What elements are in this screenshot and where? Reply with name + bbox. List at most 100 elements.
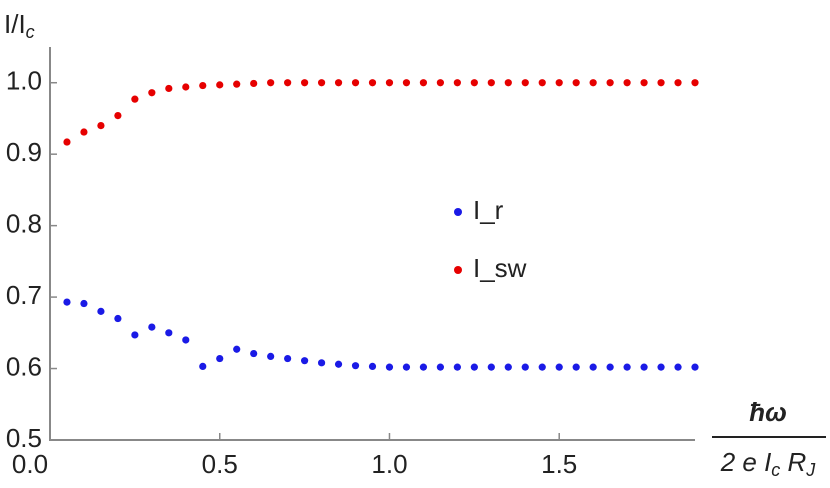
data-point	[691, 79, 699, 87]
x-axis-label-denominator: 2 e Ic RJ	[720, 447, 817, 480]
data-point	[334, 360, 343, 368]
y-tick-label: 0.6	[6, 351, 42, 381]
y-axis-label: I/Ic	[4, 9, 35, 42]
data-point	[623, 79, 631, 87]
x-axis-label-numerator: ħω	[749, 397, 787, 427]
legend-marker	[454, 266, 462, 274]
data-point	[317, 359, 326, 367]
data-point	[148, 323, 156, 331]
data-point	[555, 363, 563, 371]
data-point	[63, 298, 71, 306]
data-point	[284, 354, 292, 363]
data-point	[216, 81, 224, 89]
data-point	[233, 345, 241, 353]
y-tick-label: 0.5	[6, 423, 42, 453]
data-point	[521, 79, 529, 87]
label-part: R	[780, 447, 806, 477]
data-point	[640, 363, 648, 371]
y-tick-label: 0.8	[6, 209, 42, 239]
legend-marker	[454, 208, 462, 216]
data-point	[402, 79, 411, 87]
data-point	[453, 363, 461, 371]
data-point	[317, 79, 326, 87]
data-point	[267, 352, 275, 360]
data-point	[470, 363, 478, 371]
legend-label: I_r	[473, 195, 504, 225]
data-point	[504, 363, 512, 371]
data-point	[606, 363, 614, 371]
data-point	[165, 329, 173, 337]
subscript: c	[771, 460, 780, 480]
data-point	[623, 363, 631, 371]
data-point	[351, 362, 360, 370]
data-point	[148, 89, 156, 97]
data-point	[182, 336, 190, 344]
data-point	[470, 79, 478, 87]
label-part: 2 e I	[720, 447, 772, 477]
data-point	[131, 331, 139, 339]
data-point	[691, 363, 699, 371]
data-point	[555, 79, 563, 87]
data-point	[674, 363, 682, 371]
data-point	[250, 79, 258, 88]
data-point	[233, 80, 241, 88]
data-point	[182, 83, 190, 91]
data-point	[301, 79, 309, 87]
data-point	[436, 79, 444, 87]
data-point	[657, 363, 665, 371]
data-point	[267, 79, 275, 87]
data-point	[97, 122, 105, 130]
data-point	[216, 354, 224, 363]
data-point	[80, 128, 88, 136]
data-point	[572, 363, 580, 371]
data-point	[301, 357, 309, 365]
data-point	[199, 81, 207, 90]
data-point	[419, 79, 428, 87]
data-point	[131, 95, 139, 103]
data-point	[165, 84, 173, 93]
data-point	[419, 363, 428, 371]
data-point	[250, 349, 258, 358]
x-tick-label: 0.0	[12, 449, 48, 479]
data-point	[589, 79, 597, 87]
data-point	[640, 79, 648, 87]
y-tick-label: 0.7	[6, 280, 42, 310]
data-point	[674, 79, 682, 87]
data-point	[114, 314, 122, 323]
subscript: c	[26, 22, 35, 42]
data-point	[114, 111, 122, 120]
subscript: J	[805, 460, 816, 480]
y-tick-label: 0.9	[6, 137, 42, 167]
data-point	[63, 138, 71, 146]
data-point	[385, 79, 394, 87]
data-point	[487, 363, 495, 371]
data-point	[504, 79, 512, 87]
data-point	[385, 363, 394, 371]
data-point	[606, 79, 614, 87]
data-point	[589, 363, 597, 371]
data-point	[657, 79, 665, 87]
data-point	[521, 363, 529, 371]
label-part: I/I	[4, 9, 26, 39]
data-point	[351, 79, 360, 87]
data-point	[199, 362, 207, 371]
data-point	[487, 79, 495, 87]
data-point	[436, 363, 444, 371]
x-tick-label: 1.0	[371, 449, 407, 479]
data-point	[572, 79, 580, 87]
x-tick-label: 1.5	[541, 449, 577, 479]
data-point	[80, 299, 88, 308]
data-point	[538, 79, 546, 87]
data-point	[368, 79, 377, 87]
legend-label: I_sw	[473, 253, 527, 283]
data-point	[538, 363, 546, 371]
data-point	[453, 79, 461, 87]
x-tick-label: 0.5	[202, 449, 238, 479]
data-point	[334, 79, 343, 87]
data-point	[284, 79, 292, 87]
data-point	[368, 362, 377, 371]
data-point	[97, 307, 105, 315]
y-tick-label: 1.0	[6, 66, 42, 96]
data-point	[402, 363, 411, 371]
